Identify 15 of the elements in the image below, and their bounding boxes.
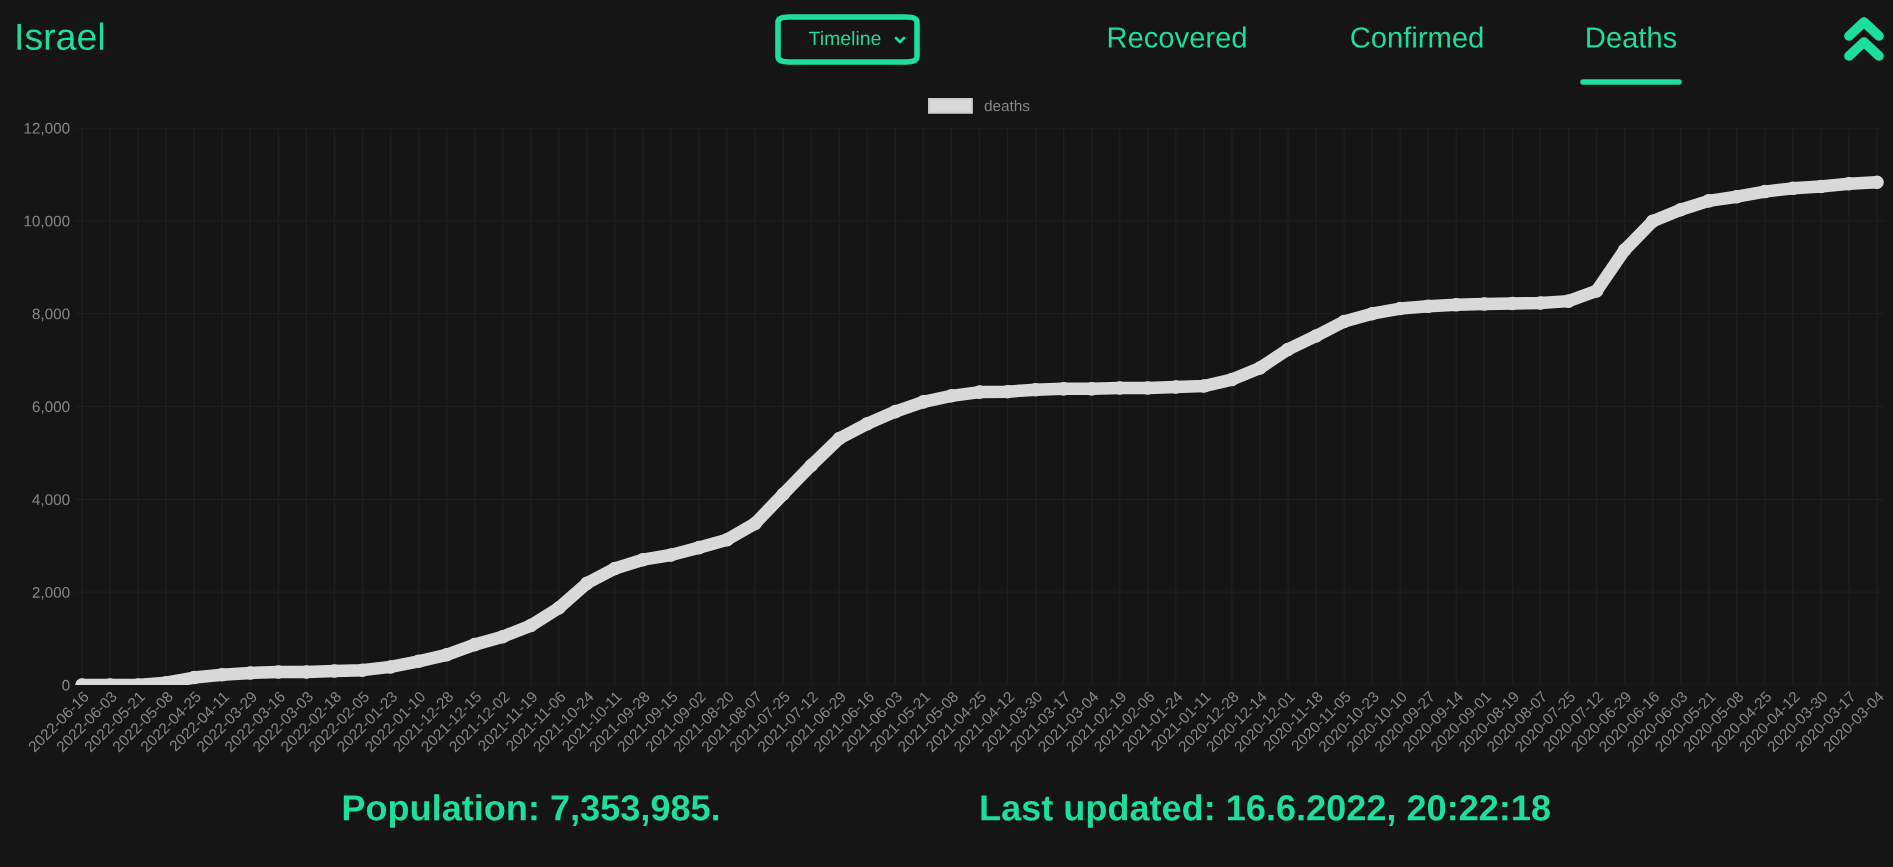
y-tick-label: 2,000 <box>32 587 70 600</box>
chart-title: Israel <box>17 22 104 51</box>
y-tick-label: 6,000 <box>32 401 70 414</box>
text: Confirmed <box>1351 26 1483 48</box>
y-tick-label: 4,000 <box>32 494 70 507</box>
y-tick-label: 0 <box>62 679 70 691</box>
text: Recovered <box>1108 26 1246 48</box>
text: Last updated: 16.6.2022, 20:22:18 <box>981 794 1550 828</box>
text: Timeline <box>809 30 881 46</box>
text: Population: 7,353,985. <box>343 794 719 828</box>
y-tick-label: 8,000 <box>32 308 70 322</box>
y-tick-label: 12,000 <box>24 122 70 136</box>
legend-label: deaths <box>984 100 1030 112</box>
text: Deaths <box>1587 26 1677 48</box>
y-tick-label: 10,000 <box>24 215 70 229</box>
